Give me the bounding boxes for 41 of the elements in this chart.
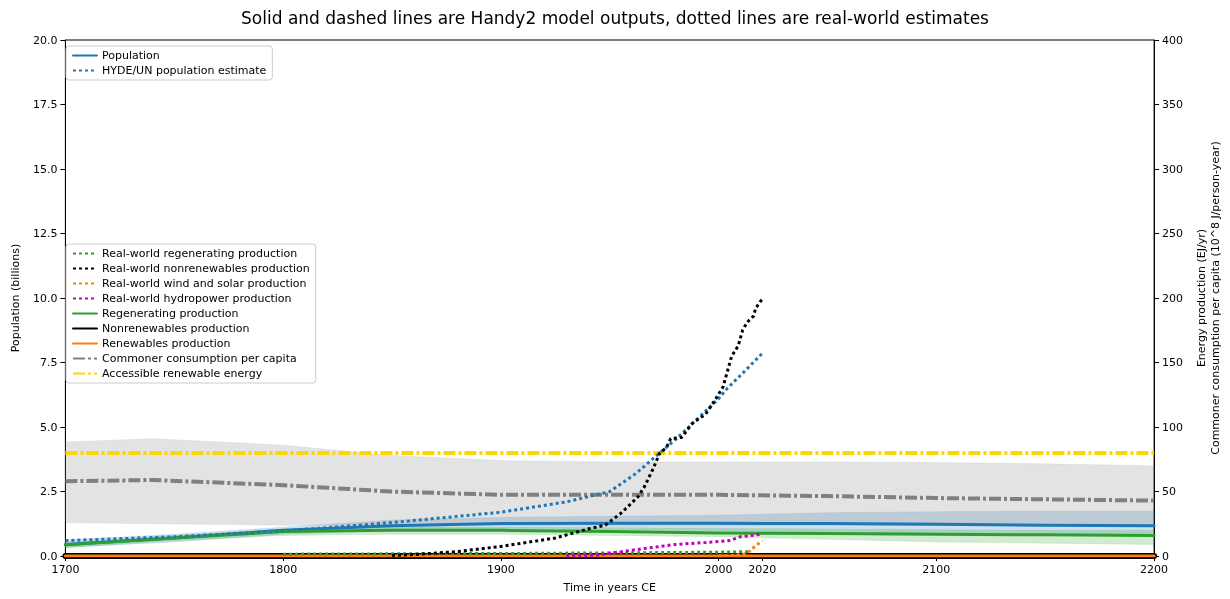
y-tick-label: 7.5	[39, 356, 58, 370]
x-tick-label: 2020	[748, 563, 777, 577]
y2-tick-label: 200	[1162, 291, 1184, 305]
legend-label: Commoner consumption per capita	[102, 352, 297, 365]
legend-label: Real-world regenerating production	[102, 247, 298, 260]
x-axis-title: Time in years CE	[562, 580, 656, 594]
legend-label: Population	[102, 49, 160, 62]
y-axis-title: Population (billions)	[8, 243, 22, 353]
legend-label: Renewables production	[102, 337, 231, 350]
x-tick-label: 1800	[269, 563, 298, 577]
legend-label: Real-world wind and solar production	[102, 277, 307, 290]
y2-tick-label: 300	[1162, 162, 1184, 176]
x-tick-label: 2100	[922, 563, 951, 577]
x-tick-label: 2200	[1140, 563, 1169, 577]
y2-axis-title: Energy production (EJ/yr) Commoner consumption per capita (10^8 J/person-year)	[1194, 141, 1222, 455]
legend-label: Nonrenewables production	[102, 322, 250, 335]
y-tick-label: 12.5	[32, 227, 58, 241]
y-tick-label: 10.0	[32, 291, 58, 305]
legend-label: Real-world hydropower production	[102, 292, 292, 305]
y2-tick-label: 400	[1162, 33, 1184, 47]
y2-tick-label: 0	[1162, 549, 1170, 563]
chart-title: Solid and dashed lines are Handy2 model outputs, dotted lines are real-world estimates	[241, 7, 990, 28]
legend-label: Regenerating production	[102, 307, 239, 320]
y-tick-label: 15.0	[32, 162, 58, 176]
x-tick-label: 1700	[51, 563, 80, 577]
y-tick-label: 0.0	[39, 549, 58, 563]
x-tick-label: 2000	[704, 563, 733, 577]
y-tick-label: 20.0	[32, 33, 58, 47]
x-tick-label: 1900	[486, 563, 515, 577]
y2-tick-label: 150	[1162, 356, 1184, 370]
y-tick-label: 17.5	[32, 98, 58, 112]
legend-label: Real-world nonrenewables production	[102, 262, 310, 275]
y2-tick-label: 50	[1162, 485, 1177, 499]
y-tick-label: 5.0	[39, 420, 58, 434]
y-tick-label: 2.5	[39, 485, 58, 499]
legend-label: Accessible renewable energy	[102, 367, 263, 380]
y2-tick-label: 350	[1162, 98, 1184, 112]
y2-tick-label: 250	[1162, 227, 1184, 241]
line-series	[63, 477, 1157, 503]
y2-tick-label: 100	[1162, 420, 1184, 434]
legend-label: HYDE/UN population estimate	[102, 64, 267, 77]
